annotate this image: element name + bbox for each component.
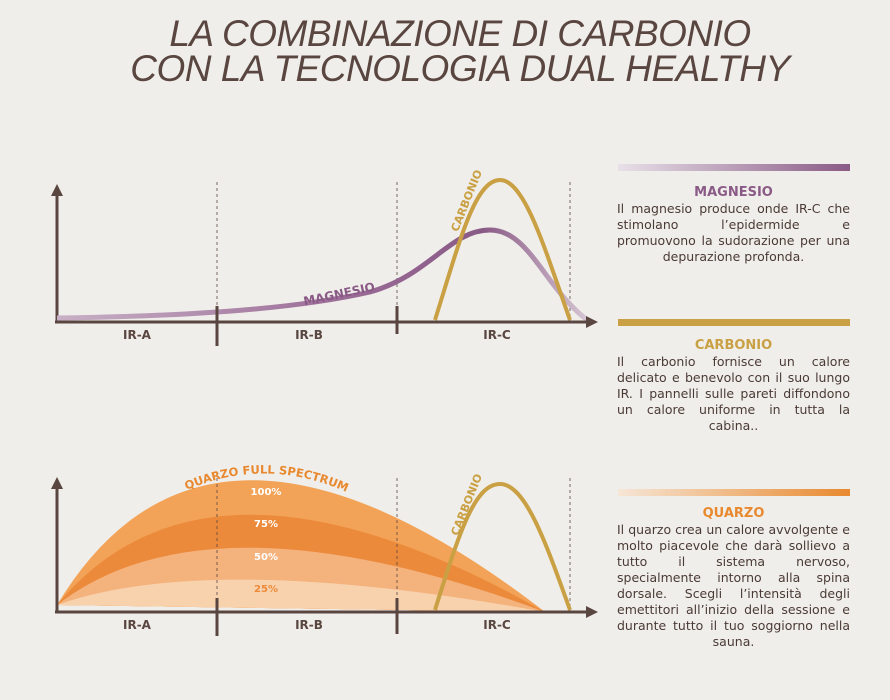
section-heading: CARBONIO (694, 338, 773, 353)
level-label: 100% (251, 487, 282, 498)
level-label: 75% (254, 519, 278, 530)
bottom-axis (55, 598, 598, 636)
title-line: CON LA TECNOLOGIA DUAL HEALTHY (130, 48, 792, 89)
section-bar (618, 489, 850, 496)
section-bar (618, 319, 850, 326)
section-heading: QUARZO (702, 506, 765, 521)
zone-label: IR-A (123, 618, 152, 632)
curve-label: CARBONIO (448, 472, 485, 538)
zone-label: IR-B (295, 618, 323, 632)
zone-label: IR-A (123, 328, 152, 342)
top-axis (55, 306, 598, 346)
section-text: Il carbonio fornisce un calore delicato … (617, 354, 850, 433)
dividers (216, 182, 571, 322)
carbonio-curve (433, 481, 572, 611)
section-text: Il quarzo crea un calore avvolgente e mo… (617, 522, 850, 649)
zone-label: IR-B (295, 328, 323, 342)
bottom-chart (51, 477, 571, 612)
section-bar (618, 164, 850, 171)
carbonio-curve (433, 177, 572, 321)
title-line: LA COMBINAZIONE DI CARBONIO (169, 13, 750, 54)
curve-label: MAGNESIO (302, 280, 376, 309)
zone-label: IR-C (483, 618, 511, 632)
section-heading: MAGNESIO (694, 185, 773, 200)
section: MAGNESIO Il magnesio produce onde IR-C c… (617, 185, 850, 265)
level-label: 25% (254, 584, 278, 595)
quarzo-bands (57, 480, 545, 612)
magnesio-curve (56, 227, 592, 325)
section: QUARZO Il quarzo crea un calore avvolgen… (617, 506, 850, 650)
arrow (51, 184, 63, 196)
zone-label: IR-C (483, 328, 511, 342)
section-text: Il magnesio produce onde IR-C che stimol… (617, 201, 850, 264)
level-label: 50% (254, 552, 278, 563)
section: CARBONIO Il carbonio fornisce un calore … (617, 338, 850, 434)
top-chart (51, 182, 571, 322)
